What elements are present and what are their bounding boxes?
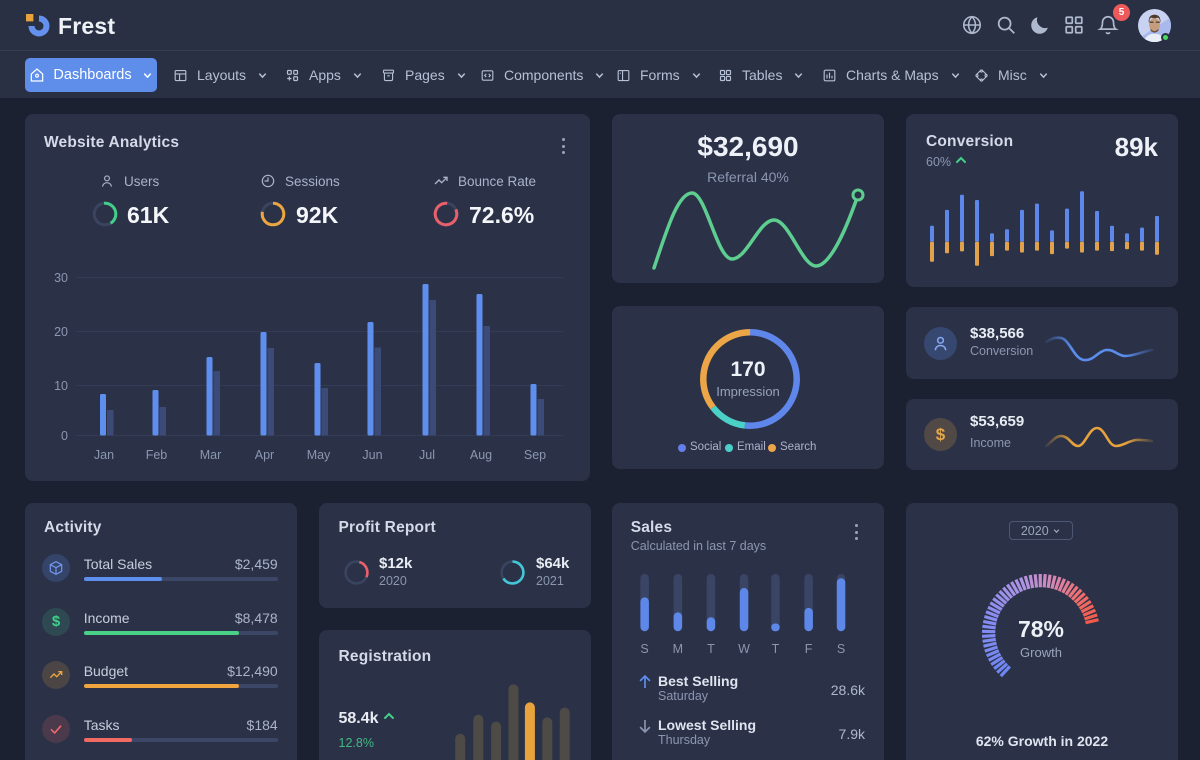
svg-text:S: S <box>640 642 648 656</box>
svg-text:0: 0 <box>61 429 68 443</box>
svg-text:S: S <box>837 642 845 656</box>
svg-text:30: 30 <box>54 271 68 285</box>
svg-text:20: 20 <box>54 325 68 339</box>
svg-text:T: T <box>772 642 780 656</box>
svg-text:Jan: Jan <box>94 448 114 462</box>
svg-text:Feb: Feb <box>146 448 168 462</box>
svg-text:W: W <box>738 642 750 656</box>
svg-text:Mar: Mar <box>200 448 222 462</box>
svg-text:Aug: Aug <box>470 448 492 462</box>
svg-text:F: F <box>805 642 813 656</box>
svg-text:Jul: Jul <box>419 448 435 462</box>
svg-text:M: M <box>673 642 683 656</box>
svg-text:Sep: Sep <box>524 448 546 462</box>
svg-text:T: T <box>707 642 715 656</box>
svg-text:Apr: Apr <box>255 448 274 462</box>
svg-text:10: 10 <box>54 379 68 393</box>
svg-text:May: May <box>307 448 331 462</box>
svg-text:Jun: Jun <box>362 448 382 462</box>
